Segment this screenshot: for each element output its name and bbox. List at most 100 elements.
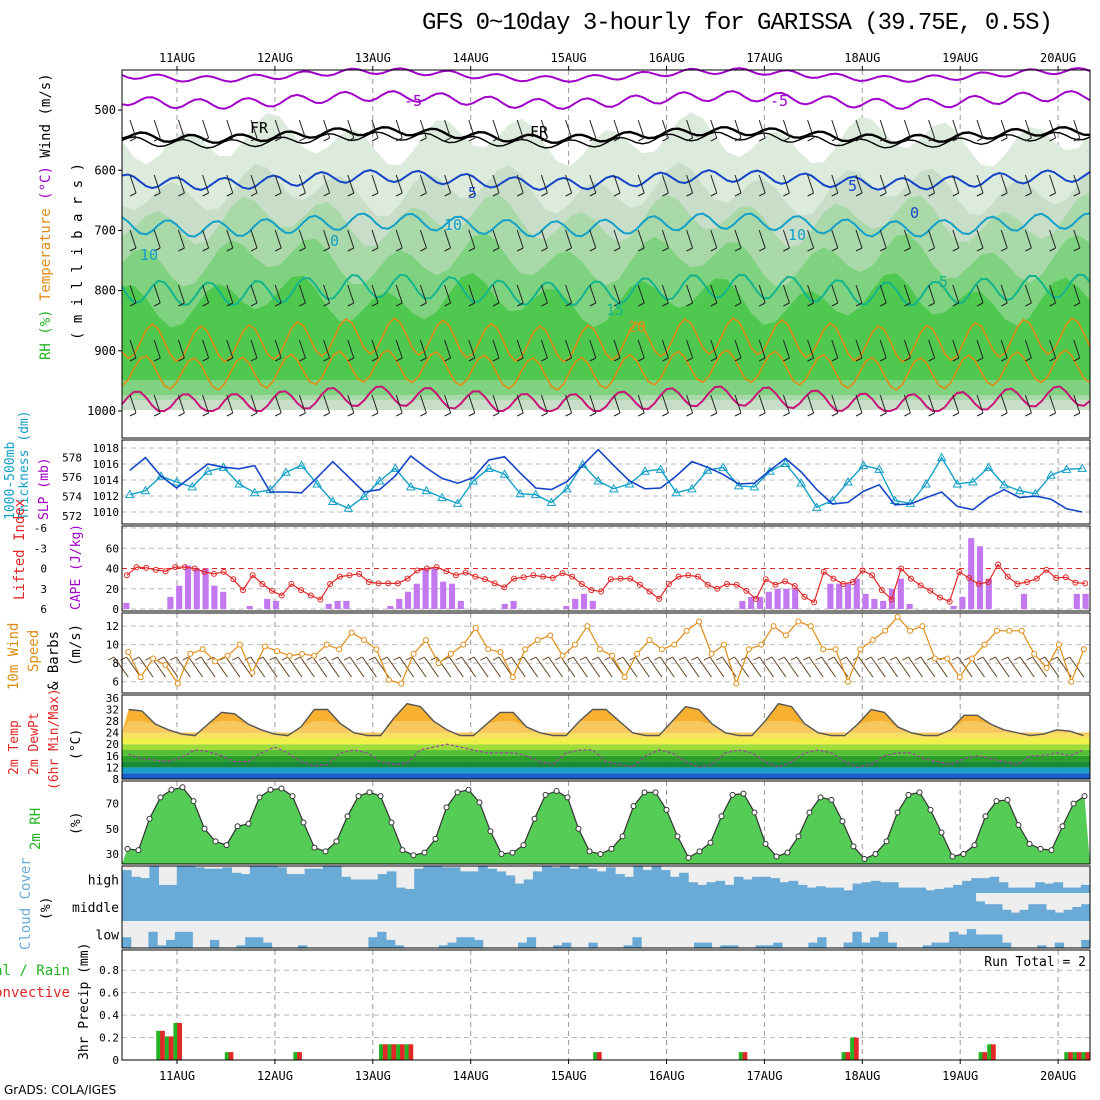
cloud-cover-bar	[685, 893, 695, 921]
wind-barb	[540, 174, 548, 197]
cloud-cover-bar	[1063, 909, 1073, 921]
contour-label: 10	[788, 226, 806, 244]
cloud-cover-bar	[166, 893, 176, 921]
wind-barb	[419, 229, 427, 252]
rh-line	[127, 786, 1085, 860]
precip-total-bar	[404, 1044, 410, 1060]
lifted-index-point	[1062, 574, 1069, 581]
rh-point	[179, 784, 186, 791]
cloud-cover-bar	[597, 893, 607, 921]
cape-bar	[774, 588, 781, 609]
cloud-cover-bar	[966, 929, 977, 948]
rh-tick-label: 50	[106, 823, 119, 836]
cloud-cover-bar	[469, 871, 479, 893]
lifted-index-point	[966, 574, 972, 581]
rh-point	[278, 785, 285, 792]
thickness-point	[484, 463, 494, 472]
cloud-cover-bar	[236, 945, 246, 948]
wind-barb	[666, 656, 688, 678]
wind-barb	[1049, 174, 1057, 197]
lifted-index-point	[743, 587, 750, 594]
cloud-cover-bar	[588, 942, 598, 948]
precip-convective-bar	[853, 1037, 859, 1060]
wind-barb	[686, 229, 694, 252]
wind-barb	[492, 394, 500, 417]
thickness-point	[811, 502, 822, 511]
upper-air-y-label-part: Wind	[38, 124, 54, 166]
rh-point	[245, 820, 252, 827]
rh-point	[938, 829, 945, 836]
cloud-cover-bar	[878, 893, 889, 921]
lifted-index-point	[694, 573, 701, 580]
cloud-cover-bar	[632, 937, 642, 948]
cloud-cover-bar	[386, 893, 396, 921]
cape-axis-label: CAPE (J/kg)	[69, 524, 84, 610]
rh-point	[157, 794, 164, 801]
cloud-cover-bar	[482, 893, 493, 921]
cape-bar	[792, 588, 799, 609]
cloud-cover-bar	[650, 893, 660, 921]
cloud-cover-bar	[641, 893, 651, 921]
wind-barb	[492, 339, 500, 362]
wind-barb	[347, 394, 355, 417]
upper-air-y-label-part: (m/s)	[38, 73, 54, 124]
wind-barb	[395, 119, 403, 142]
wind-speed-point	[460, 641, 467, 648]
thickness-point	[374, 476, 385, 485]
slp-tick-label: 1012	[93, 490, 120, 503]
cape-bar	[184, 565, 192, 609]
cape-bar	[580, 593, 588, 609]
wind-barb	[928, 174, 936, 197]
wind-barb	[855, 394, 863, 417]
wind-speed-point	[174, 680, 181, 687]
wind-barb	[758, 284, 766, 307]
lifted-index-point	[394, 580, 401, 587]
wind-barb	[567, 656, 588, 678]
panel-background	[122, 526, 1090, 611]
wind-barb	[976, 284, 984, 307]
thickness-point	[327, 496, 338, 505]
rh-point	[1081, 793, 1088, 800]
cloud-cover-bar	[993, 904, 1003, 921]
thickness-point	[1046, 470, 1056, 479]
wind-barb	[879, 174, 887, 197]
cloud-cover-bar	[421, 893, 431, 921]
lifted-index-point	[201, 568, 208, 575]
wind-barb	[177, 339, 185, 362]
cloud-cover-bar	[958, 934, 968, 948]
precip-total-bar	[173, 1022, 179, 1060]
wind-barb	[589, 394, 597, 417]
wind-barb	[274, 394, 282, 417]
cape-bar	[272, 600, 280, 609]
cloud-cover-bar	[386, 939, 396, 948]
wind-barb	[686, 394, 694, 417]
below-surface-area	[122, 411, 1090, 438]
cloud-cover-bar	[615, 874, 625, 893]
cape-bar	[1082, 593, 1089, 609]
precip-total-bar	[293, 1052, 299, 1060]
precip-legend-convective: Convective	[0, 985, 70, 1001]
cloud-cover-bar	[679, 872, 689, 893]
wind-barb	[855, 229, 863, 252]
wind-barb	[976, 339, 984, 362]
rh-point	[421, 849, 428, 856]
wind-barb	[1000, 174, 1008, 197]
rh-point	[333, 838, 340, 845]
temp-tick-label: 24	[106, 727, 120, 740]
wind-barb	[1024, 284, 1032, 307]
lifted-index-point	[123, 572, 130, 579]
lifted-index-point	[898, 565, 905, 572]
wind-barb	[976, 229, 984, 252]
wind-barb	[405, 656, 427, 678]
wind-speed-point	[733, 680, 740, 687]
lifted-index-point	[995, 561, 1002, 568]
cloud-cover-bar	[898, 887, 908, 893]
cloud-cover-bar	[694, 942, 704, 948]
cloud-cover-bar	[642, 870, 653, 893]
cloud-cover-bar	[578, 866, 589, 893]
wind-speed-point	[869, 637, 876, 644]
wind-barb	[807, 174, 815, 197]
cloud-axis-label: Cloud Cover	[18, 857, 34, 950]
cloud-cover-bar	[438, 893, 449, 921]
wind-barb	[371, 174, 379, 197]
